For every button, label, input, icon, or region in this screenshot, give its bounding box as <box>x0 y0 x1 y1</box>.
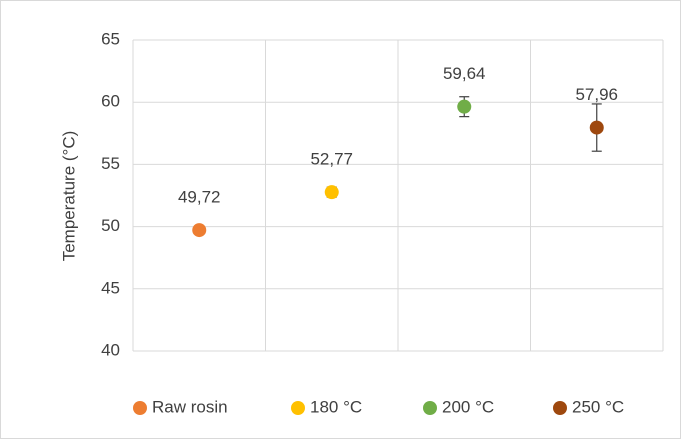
dot <box>589 120 604 135</box>
legend-label: 200 °C <box>442 397 494 416</box>
dot <box>457 99 472 114</box>
legend-marker <box>291 401 305 415</box>
legend-marker <box>133 401 147 415</box>
y-axis-label: Temperature (°C) <box>59 131 78 262</box>
y-tick-label: 65 <box>101 29 120 48</box>
legend-label: 180 °C <box>310 397 362 416</box>
data-label: 52,77 <box>310 150 353 169</box>
y-tick-label: 40 <box>101 340 120 359</box>
legend-marker <box>553 401 567 415</box>
legend-label: 250 °C <box>572 397 624 416</box>
y-tick-label: 60 <box>101 92 120 111</box>
data-label: 49,72 <box>178 188 221 207</box>
y-tick-label: 55 <box>101 154 120 173</box>
y-tick-label: 50 <box>101 216 120 235</box>
y-tick-label: 45 <box>101 278 120 297</box>
data-label: 59,64 <box>443 64 486 83</box>
dot <box>324 185 339 200</box>
legend-label: Raw rosin <box>152 397 228 416</box>
legend-marker <box>423 401 437 415</box>
data-label: 57,96 <box>575 85 618 104</box>
dot <box>192 223 207 238</box>
